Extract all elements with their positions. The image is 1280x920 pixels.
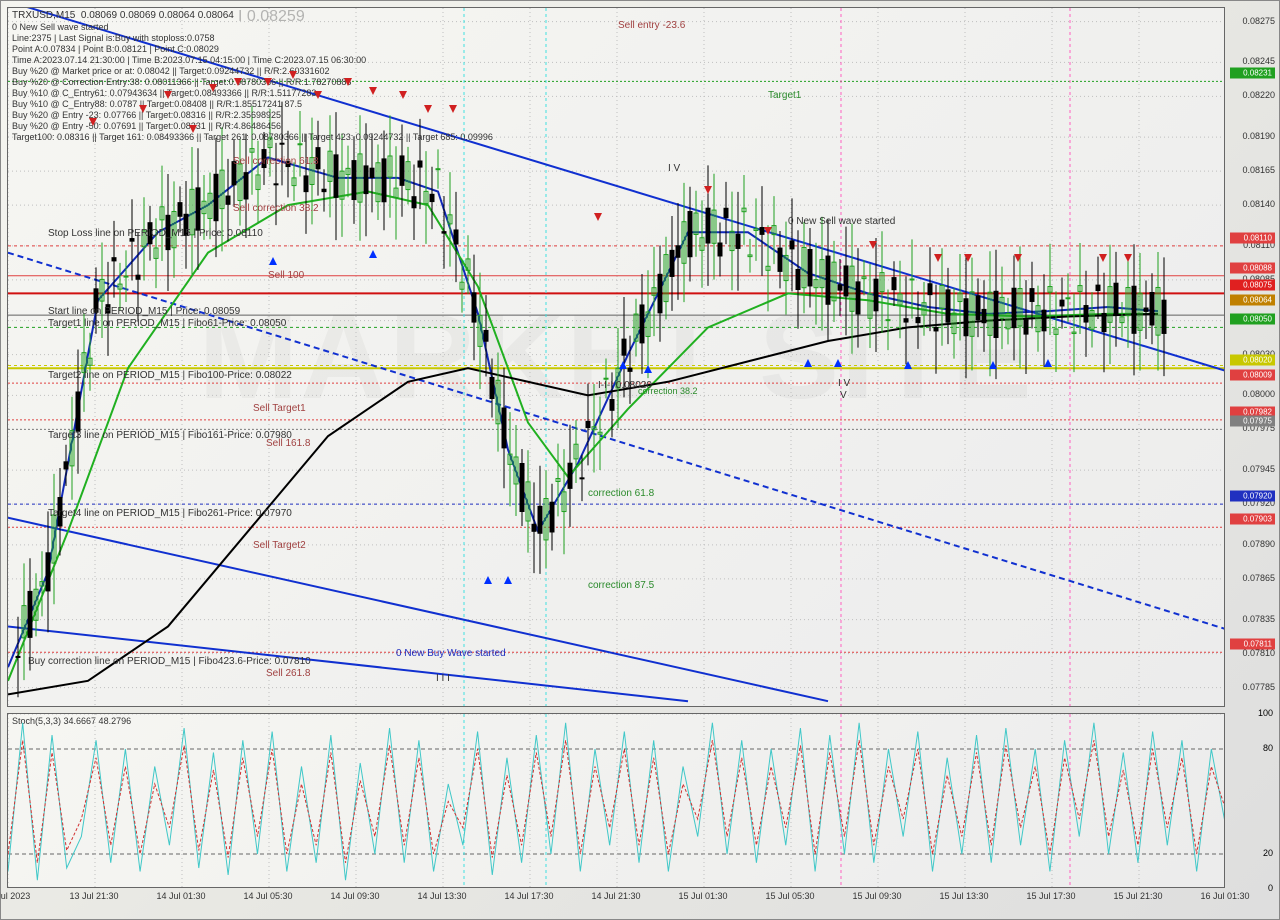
big-price-label: I 0.08259 bbox=[238, 8, 305, 26]
symbol-ohlc: TRXUSD,M15 0.08069 0.08069 0.08064 0.080… bbox=[12, 10, 234, 21]
main-price-chart[interactable]: MARKET SITE TRXUSD,M15 0.08069 0.08069 0… bbox=[7, 7, 1225, 707]
stoch-svg-overlay bbox=[8, 714, 1225, 888]
stoch-y-axis: 02080100 bbox=[1227, 713, 1277, 888]
stochastic-panel[interactable]: Stoch(5,3,3) 34.6667 48.2796 bbox=[7, 713, 1225, 888]
time-x-axis: 13 Jul 202313 Jul 21:3014 Jul 01:3014 Ju… bbox=[7, 891, 1225, 911]
watermark: MARKET SITE bbox=[198, 288, 1033, 426]
stoch-label: Stoch(5,3,3) 34.6667 48.2796 bbox=[12, 716, 131, 726]
price-y-axis: 0.082750.082450.082200.081900.081650.081… bbox=[1227, 7, 1277, 707]
chart-window: MARKET SITE TRXUSD,M15 0.08069 0.08069 0… bbox=[0, 0, 1280, 920]
